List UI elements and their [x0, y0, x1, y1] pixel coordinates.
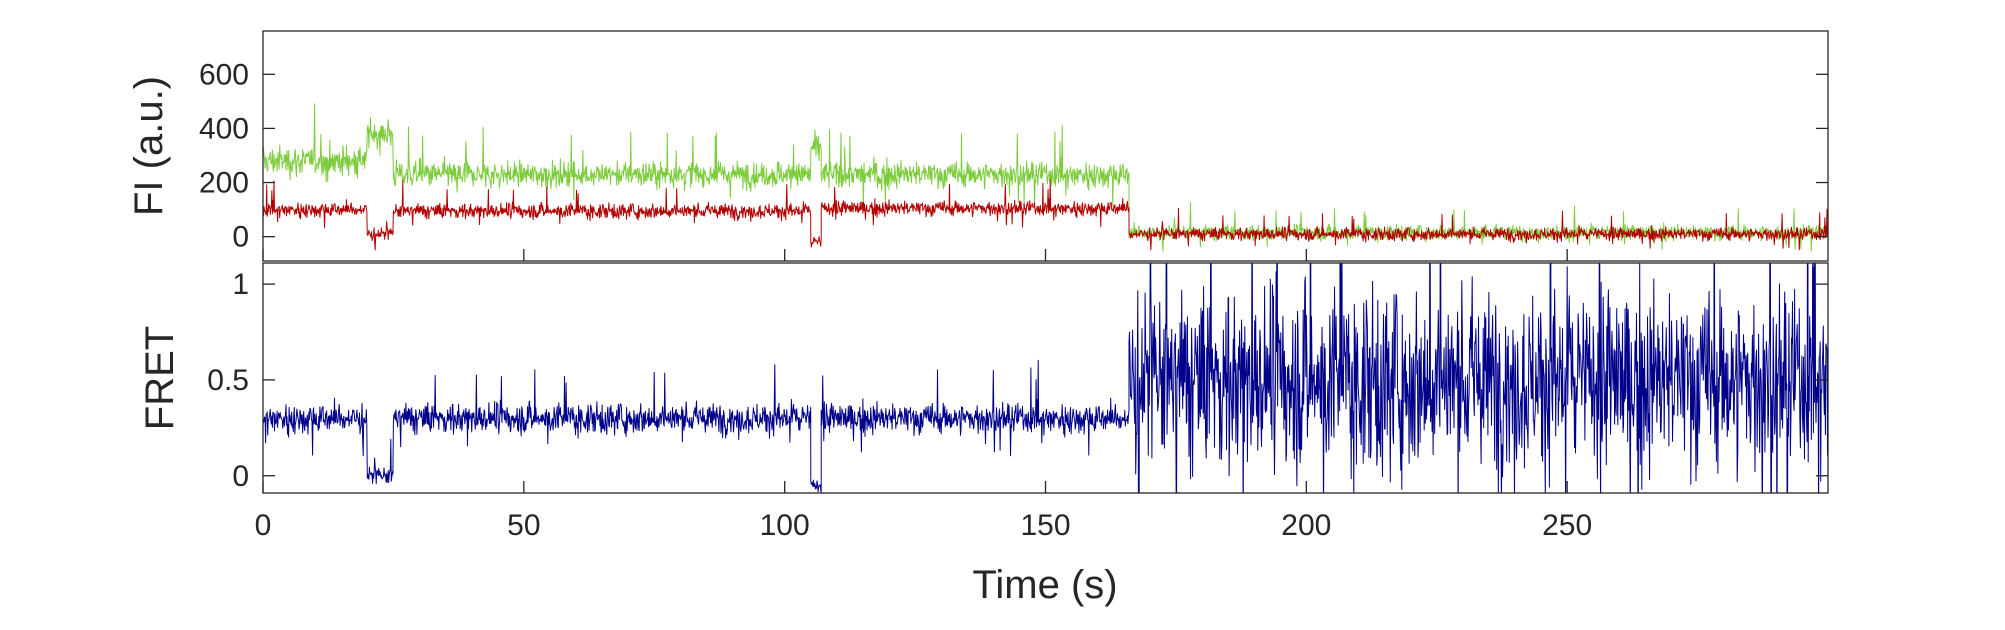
fret-series-0-line — [263, 263, 1828, 493]
x-tick-label: 100 — [760, 509, 810, 542]
time-x-axis-label: Time (s) — [972, 563, 1117, 607]
intensity-panel: 0 200 400 600 FI (a.u.) — [127, 30, 1829, 262]
intensity-series-0-line — [263, 103, 1828, 252]
intensity-y-ticks: 0 200 400 600 — [199, 58, 1828, 254]
intensity-traces — [263, 103, 1828, 252]
fret-panel: 00.51 0 50 100 150 200 250 FRET Time (s) — [138, 249, 1829, 607]
intensity-y-axis-label: FI (a.u.) — [127, 76, 171, 216]
y-tick-label: 200 — [199, 167, 249, 200]
y-tick-label: 0 — [232, 460, 249, 493]
y-tick-label: 400 — [199, 112, 249, 145]
y-tick-label: 1 — [232, 268, 249, 301]
x-tick-label: 200 — [1281, 509, 1331, 542]
y-tick-label: 600 — [199, 58, 249, 91]
y-tick-label: 0.5 — [207, 364, 249, 397]
fret-traces — [263, 263, 1828, 493]
time-x-ticks: 0 50 100 150 200 250 — [255, 249, 1592, 542]
x-tick-label: 250 — [1542, 509, 1592, 542]
fret-y-axis-label: FRET — [138, 326, 182, 430]
x-tick-label: 150 — [1020, 509, 1070, 542]
intensity-series-1-line — [263, 179, 1828, 251]
x-tick-label: 0 — [255, 509, 272, 542]
x-tick-label: 50 — [507, 509, 540, 542]
y-tick-label: 0 — [232, 221, 249, 254]
fret-y-ticks: 00.51 — [207, 268, 1828, 493]
